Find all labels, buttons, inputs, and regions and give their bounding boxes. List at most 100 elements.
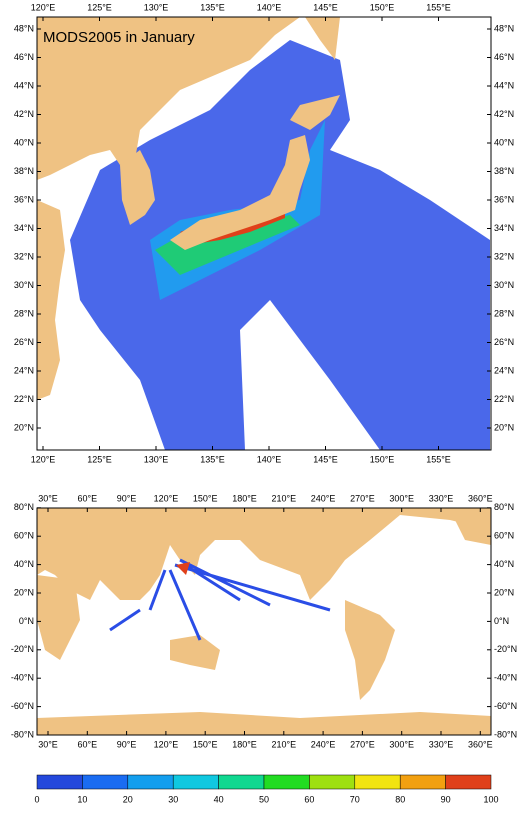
lon-label: 150°E [193,493,218,503]
lat-label: 20°N [494,422,514,432]
lon-label: 130°E [144,2,169,12]
lon-label: 150°E [370,454,395,464]
land [37,712,491,735]
lon-label: 130°E [144,454,169,464]
lat-label: 38°N [494,166,514,176]
lat-label: 60°N [494,531,514,541]
lon-label: 360°E [468,739,493,749]
lon-label: 120°E [154,739,179,749]
colorbar-label: 10 [77,794,87,804]
lat-label: 28°N [14,308,34,318]
lat-label: 40°N [494,559,514,569]
colorbar-segment [127,774,174,790]
lat-label: 34°N [494,223,514,233]
land [305,17,340,60]
lat-label: 40°N [494,137,514,147]
lon-label: 180°E [232,739,257,749]
colorbar-segment [172,774,219,790]
lat-label: 28°N [494,308,514,318]
lat-label: 20°N [14,422,34,432]
lon-label: 90°E [117,493,137,503]
colorbar-label: 60 [304,794,314,804]
land [290,95,340,130]
land [455,520,491,545]
lat-label: 42°N [494,109,514,119]
lon-label: 300°E [389,739,414,749]
lon-label: 300°E [389,493,414,503]
lon-label: 210°E [271,493,296,503]
colorbar-label: 50 [259,794,269,804]
colorbar-segment [218,774,265,790]
lat-label: 22°N [14,394,34,404]
colorbar-segment [354,774,401,790]
lat-label: 40°N [14,559,34,569]
lon-label: 125°E [87,2,112,12]
land [170,135,310,250]
land [170,635,220,670]
colorbar-segment [309,774,356,790]
lon-label: 140°E [257,2,282,12]
lon-label: 120°E [31,2,56,12]
land [37,17,300,180]
lon-label: 330°E [429,493,454,503]
lat-label: 34°N [14,223,34,233]
lat-label: 30°N [14,280,34,290]
lon-label: 135°E [200,454,225,464]
lat-label: -40°N [11,673,34,683]
lon-label: 135°E [200,2,225,12]
lat-label: -60°N [494,701,517,711]
lat-label: 46°N [14,52,34,62]
lat-label: 46°N [494,52,514,62]
lon-label: 155°E [426,2,451,12]
lat-label: 80°N [14,502,34,512]
data-field [176,562,190,575]
lon-label: 125°E [87,454,112,464]
lat-label: -80°N [11,729,34,739]
colorbar-label: 40 [214,794,224,804]
lat-label: 36°N [14,194,34,204]
lon-label: 60°E [77,493,97,503]
lat-label: 60°N [14,531,34,541]
lat-label: 20°N [14,587,34,597]
lat-label: 26°N [14,337,34,347]
lat-label: 42°N [14,109,34,119]
lon-label: 155°E [426,454,451,464]
lon-label: 60°E [77,739,97,749]
data-field [70,40,490,450]
colorbar-label: 70 [350,794,360,804]
regional-map: MODS2005 in January [36,16,492,451]
lat-label: 44°N [14,80,34,90]
land [37,575,80,660]
lon-label: 140°E [257,454,282,464]
colorbar-segment [82,774,129,790]
lon-label: 145°E [313,454,338,464]
lat-label: 44°N [494,80,514,90]
lat-label: 40°N [14,137,34,147]
lon-label: 330°E [429,739,454,749]
land [37,200,65,400]
land [40,60,60,95]
lat-label: 80°N [494,502,514,512]
lat-label: 48°N [14,23,34,33]
lat-label: -20°N [11,644,34,654]
lon-label: 150°E [370,2,395,12]
lon-label: 150°E [193,739,218,749]
lon-label: 90°E [117,739,137,749]
lat-label: 24°N [494,365,514,375]
global-map [36,507,492,736]
colorbar-segment [263,774,310,790]
lat-label: 32°N [494,251,514,261]
lon-label: 120°E [154,493,179,503]
lat-label: -40°N [494,673,517,683]
land [345,600,395,700]
colorbar-segment [445,774,492,790]
land [120,150,155,225]
lon-label: 120°E [31,454,56,464]
colorbar-label: 100 [483,794,498,804]
colorbar-segment [399,774,446,790]
colorbar-label: 30 [168,794,178,804]
lat-label: -80°N [494,729,517,739]
lon-label: 30°E [38,739,58,749]
lat-label: 24°N [14,365,34,375]
